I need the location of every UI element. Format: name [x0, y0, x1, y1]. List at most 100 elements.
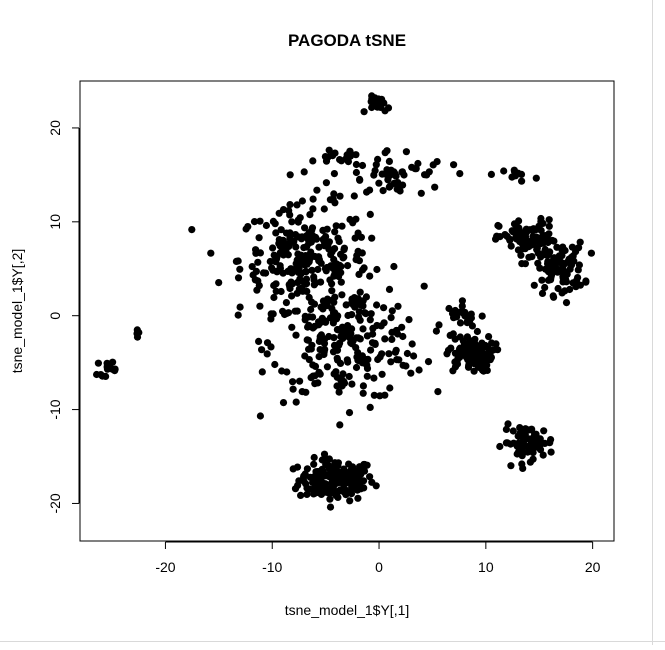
data-point — [330, 255, 338, 264]
data-point — [451, 358, 459, 366]
data-point — [502, 425, 510, 433]
data-point — [408, 340, 416, 348]
data-point — [357, 233, 365, 241]
data-point — [337, 250, 345, 258]
data-point — [545, 222, 553, 230]
data-point — [517, 251, 525, 259]
data-point — [432, 327, 440, 335]
data-point — [372, 161, 380, 169]
data-point — [328, 248, 336, 256]
data-point — [342, 490, 350, 498]
data-point — [332, 222, 340, 230]
data-point — [445, 304, 453, 313]
data-point — [463, 333, 471, 341]
data-point — [311, 322, 319, 330]
data-point — [539, 451, 547, 459]
data-point — [525, 253, 533, 261]
data-point — [311, 252, 319, 261]
data-point — [398, 168, 406, 176]
data-point — [307, 305, 315, 314]
data-point — [328, 305, 336, 313]
data-point — [305, 321, 313, 329]
data-point — [529, 455, 537, 463]
data-point — [451, 310, 459, 318]
data-point — [524, 426, 532, 434]
data-point — [307, 374, 315, 382]
data-point — [309, 205, 317, 213]
data-point — [385, 157, 393, 165]
data-point — [347, 471, 355, 479]
data-point — [348, 340, 356, 348]
data-point — [508, 173, 516, 181]
data-point — [534, 249, 542, 257]
data-point — [435, 321, 443, 329]
data-point — [271, 360, 279, 369]
data-point — [236, 265, 244, 273]
data-point — [587, 249, 596, 257]
data-point — [334, 461, 342, 470]
data-point — [311, 362, 320, 370]
data-point — [315, 243, 323, 251]
data-point — [258, 346, 266, 354]
data-point — [270, 293, 278, 302]
data-point — [539, 232, 547, 240]
data-point — [387, 358, 395, 366]
y-tick-label: 10 — [47, 214, 63, 230]
data-point — [367, 310, 375, 318]
data-point — [256, 302, 264, 310]
data-point — [315, 472, 323, 480]
data-point — [337, 332, 345, 341]
data-point — [358, 161, 367, 170]
data-point — [297, 491, 305, 499]
data-point — [507, 462, 515, 470]
data-point — [292, 243, 300, 251]
data-point — [359, 302, 367, 310]
data-point — [269, 244, 277, 252]
data-point — [458, 302, 466, 310]
data-point — [341, 476, 349, 484]
data-point — [337, 376, 345, 384]
data-point — [516, 229, 524, 237]
data-point — [329, 483, 337, 491]
data-point — [417, 189, 425, 197]
data-point — [133, 326, 141, 334]
data-point — [362, 293, 370, 301]
data-point — [541, 283, 549, 292]
data-point — [450, 161, 458, 169]
data-point — [399, 332, 407, 341]
data-point — [373, 301, 381, 309]
data-point — [335, 388, 343, 396]
data-point — [567, 253, 576, 261]
data-point — [517, 170, 526, 178]
data-point — [308, 226, 316, 234]
data-point — [403, 349, 411, 358]
data-point — [354, 474, 363, 482]
data-point — [207, 249, 215, 257]
data-point — [277, 226, 285, 234]
data-point — [362, 310, 370, 318]
data-point — [528, 434, 537, 442]
data-point — [253, 286, 261, 294]
data-point — [507, 242, 515, 250]
data-point — [328, 280, 336, 288]
data-point — [568, 243, 577, 251]
data-point — [549, 292, 557, 300]
data-point — [455, 345, 464, 353]
data-point — [467, 310, 475, 318]
data-point — [538, 289, 547, 297]
data-point — [263, 339, 272, 347]
data-point — [352, 160, 360, 169]
data-point — [301, 261, 310, 269]
data-point — [292, 331, 300, 339]
data-point — [283, 309, 291, 317]
data-point — [330, 489, 338, 497]
data-point — [385, 285, 394, 293]
data-point — [289, 385, 297, 393]
data-point — [559, 260, 568, 268]
data-point — [108, 365, 117, 373]
data-point — [398, 323, 406, 331]
data-point — [298, 284, 306, 292]
data-point — [533, 442, 541, 450]
data-point — [473, 327, 481, 336]
data-point — [291, 307, 299, 315]
